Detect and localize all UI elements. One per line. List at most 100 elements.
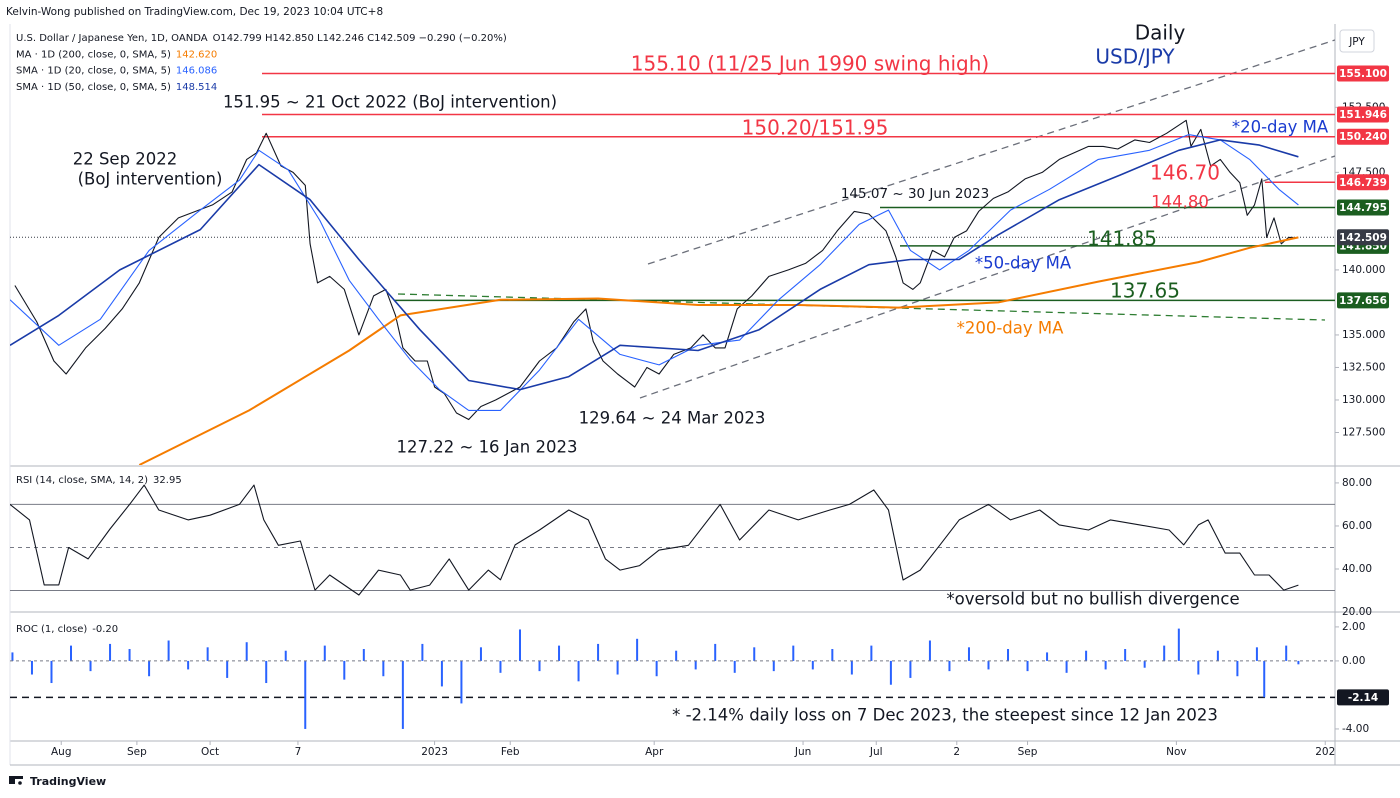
roc-bar xyxy=(1163,645,1166,661)
annotation: *200-day MA xyxy=(957,319,1065,338)
chart-subtitle: USD/JPY xyxy=(1095,45,1175,69)
roc-bar xyxy=(70,645,73,661)
series-line xyxy=(138,236,1299,465)
level-label-bg xyxy=(1337,199,1389,216)
roc-bar xyxy=(109,643,112,661)
roc-bar xyxy=(1236,660,1239,677)
legend-name: SMA · 1D (20, close, 0, SMA, 5) xyxy=(16,66,171,77)
x-tick-label: Apr xyxy=(645,746,664,758)
roc-bar xyxy=(889,660,892,685)
roc-bar xyxy=(870,645,873,661)
roc-bar xyxy=(1065,660,1068,673)
roc-bar xyxy=(967,647,970,661)
annotation: (BoJ intervention) xyxy=(78,170,223,189)
level-label: 144.795 xyxy=(1339,202,1387,214)
roc-bar xyxy=(206,647,209,661)
annotation: * -2.14% daily loss on 7 Dec 2023, the s… xyxy=(672,706,1218,725)
roc-bar xyxy=(1285,645,1288,661)
roc-bar xyxy=(928,640,931,661)
charts: 127.500130.000132.500135.000140.000147.5… xyxy=(10,21,1389,758)
level-label: 137.656 xyxy=(1339,295,1387,307)
roc-bar xyxy=(362,649,365,661)
level-label-bg xyxy=(1337,174,1389,191)
roc-bar xyxy=(909,660,912,678)
annotation: 145.07 ~ 30 Jun 2023 xyxy=(841,186,989,202)
legend-name: ROC (1, close) xyxy=(16,624,87,635)
logo-mark xyxy=(9,776,15,784)
x-tick-label: 202 xyxy=(1315,746,1335,758)
roc-bar xyxy=(1007,649,1010,661)
roc-bar xyxy=(1255,647,1258,661)
roc-bar xyxy=(714,643,717,661)
y-tick-label: 60.00 xyxy=(1342,520,1372,532)
legend-value: 142.620 xyxy=(176,49,217,60)
publisher: Kelvin-Wong published on TradingView.com… xyxy=(6,6,383,18)
roc-bar xyxy=(187,660,190,670)
roc-bar xyxy=(616,660,619,675)
channel-lower xyxy=(639,155,1335,399)
x-tick-label: Jul xyxy=(869,746,883,758)
roc-bar xyxy=(1085,650,1088,661)
level-label-bg xyxy=(1337,292,1389,309)
roc-bar xyxy=(343,660,346,680)
roc-bar xyxy=(460,660,463,704)
last-price-label-bg xyxy=(1337,229,1389,246)
series-line xyxy=(10,134,1299,411)
series-line xyxy=(10,139,1299,391)
roc-bar xyxy=(948,660,951,672)
roc-bar xyxy=(577,660,580,682)
plot-area xyxy=(10,72,1335,465)
y-tick-label: 130.000 xyxy=(1342,394,1385,406)
legend-name: MA · 1D (200, close, 0, SMA, 5) xyxy=(16,49,171,60)
roc-bar xyxy=(284,650,287,661)
level-label-bg xyxy=(1337,128,1389,145)
legend-name: U.S. Dollar / Japanese Yen, 1D, OANDA xyxy=(16,33,208,44)
plot-area xyxy=(10,484,1335,596)
roc-bar xyxy=(636,638,639,661)
level-label-bg xyxy=(1337,106,1389,123)
y-tick-label: 0.00 xyxy=(1342,655,1365,667)
roc-bar xyxy=(401,660,404,729)
annotation: 144.80 xyxy=(1151,193,1209,212)
x-tick-label: Jun xyxy=(794,746,811,758)
level-label-bg xyxy=(1337,65,1389,82)
roc-bar xyxy=(128,649,131,661)
roc-bar xyxy=(792,645,795,661)
legend-value: 146.086 xyxy=(176,66,217,77)
roc-bar xyxy=(987,660,990,670)
x-tick-label: 2023 xyxy=(421,746,448,758)
roc-bar xyxy=(811,660,814,670)
y-tick-label: 132.500 xyxy=(1342,361,1385,373)
annotation: 150.20/151.95 xyxy=(742,116,889,140)
panel: 2.00 0.00 -4.00 -2.14 ROC (1, close) -0.20 * -… xyxy=(10,621,1389,758)
level-label: 155.100 xyxy=(1339,68,1387,80)
annotation: *50-day MA xyxy=(975,254,1072,273)
legend-value: O142.799 H142.850 L142.246 C142.509 −0.2… xyxy=(213,33,507,44)
annotation: 155.10 (11/25 Jun 1990 swing high) xyxy=(631,52,989,76)
annotation: *20-day MA xyxy=(1232,118,1329,137)
roc-bar xyxy=(1026,660,1029,672)
roc-bar xyxy=(1263,660,1266,698)
roc-bar xyxy=(30,660,33,675)
y-tick-label: 2.00 xyxy=(1342,621,1365,633)
logo-mark xyxy=(13,776,23,779)
reference-label-bg xyxy=(1337,689,1389,706)
x-tick-label: 7 xyxy=(295,746,302,758)
y-tick-label: 80.00 xyxy=(1342,477,1372,489)
last-price-label: 142.509 xyxy=(1339,232,1387,244)
roc-bar xyxy=(382,660,385,677)
roc-bar xyxy=(499,660,502,673)
x-tick-label: Oct xyxy=(201,746,219,758)
annotation: 129.64 ~ 24 Mar 2023 xyxy=(579,409,766,428)
level-label: 150.240 xyxy=(1339,131,1387,143)
roc-bar xyxy=(323,645,326,661)
annotation: *oversold but no bullish divergence xyxy=(946,590,1239,609)
x-tick-label: Feb xyxy=(501,746,520,758)
roc-bar xyxy=(50,660,53,684)
y-tick-label: 40.00 xyxy=(1342,563,1372,575)
annotation: 22 Sep 2022 xyxy=(73,150,178,169)
currency-box[interactable] xyxy=(1339,29,1375,53)
